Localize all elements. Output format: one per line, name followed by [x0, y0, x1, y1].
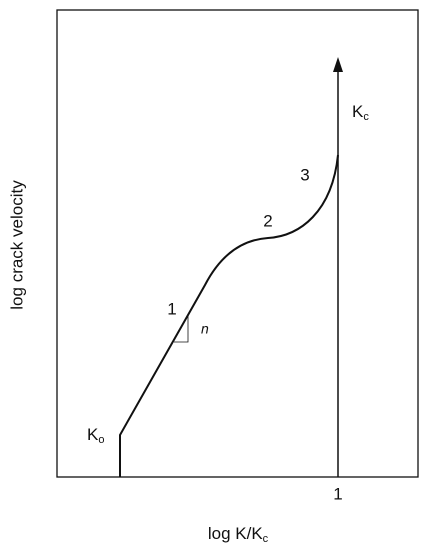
ko-text: K [87, 425, 99, 444]
kc-label: Kc [352, 102, 369, 122]
slope-rise: n [201, 321, 209, 337]
slope-triangle [174, 316, 189, 343]
x-tick-label: 1 [333, 484, 342, 503]
crack-curve [119, 154, 339, 477]
plot-frame [56, 9, 419, 478]
x-axis-label: log K/Kc [208, 524, 269, 544]
region-label: 3 [300, 165, 309, 184]
arrow-head [333, 57, 343, 72]
ko-label: Ko [87, 425, 104, 445]
x-axis-text: log K/K [208, 524, 263, 543]
slope-run: 1 [181, 329, 182, 331]
y-axis-label: log crack velocity [7, 180, 26, 310]
kc-text: K [352, 102, 364, 121]
kc-sub: c [363, 111, 369, 123]
region-label: 2 [263, 211, 272, 230]
region-label: 1 [167, 299, 176, 318]
x-axis-sub: c [263, 533, 269, 545]
ko-sub: o [98, 434, 104, 446]
